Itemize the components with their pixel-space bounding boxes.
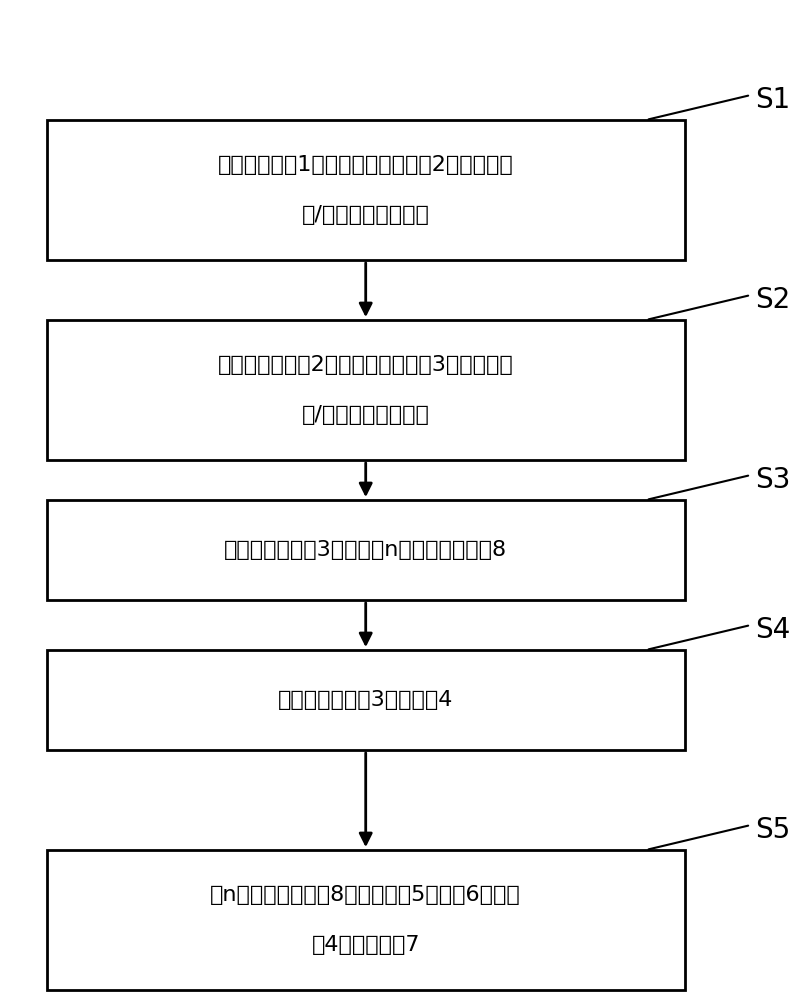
Text: 在氧化镓外延层2生长氮化铝外延层3，形成氮化: 在氧化镓外延层2生长氮化铝外延层3，形成氮化 bbox=[218, 355, 514, 375]
Text: 镓/氧化镓异质结界面: 镓/氧化镓异质结界面 bbox=[302, 205, 429, 225]
Text: S3: S3 bbox=[754, 466, 790, 494]
Text: S1: S1 bbox=[754, 86, 790, 114]
FancyBboxPatch shape bbox=[47, 850, 684, 990]
Text: 铝/氧化镓异质结界面: 铝/氧化镓异质结界面 bbox=[302, 405, 429, 425]
Text: 层4上制备栅极7: 层4上制备栅极7 bbox=[312, 935, 420, 955]
FancyBboxPatch shape bbox=[47, 120, 684, 260]
Text: S4: S4 bbox=[754, 616, 790, 644]
Text: S2: S2 bbox=[754, 286, 790, 314]
FancyBboxPatch shape bbox=[47, 320, 684, 460]
Text: 在氮化铝外延层3两侧生长n型掺杂的氧化镓8: 在氮化铝外延层3两侧生长n型掺杂的氧化镓8 bbox=[224, 540, 507, 560]
FancyBboxPatch shape bbox=[47, 500, 684, 600]
Text: 在n型掺杂的氧化镓8上制备源极5及漏极6，在帽: 在n型掺杂的氧化镓8上制备源极5及漏极6，在帽 bbox=[211, 885, 521, 905]
Text: S5: S5 bbox=[754, 816, 790, 844]
FancyBboxPatch shape bbox=[47, 650, 684, 750]
Text: 在氮化铝外延层3制备帽层4: 在氮化铝外延层3制备帽层4 bbox=[278, 690, 453, 710]
Text: 在氮化镓衬底1上生长氧化镓外延层2，形成氮化: 在氮化镓衬底1上生长氧化镓外延层2，形成氮化 bbox=[218, 155, 514, 175]
